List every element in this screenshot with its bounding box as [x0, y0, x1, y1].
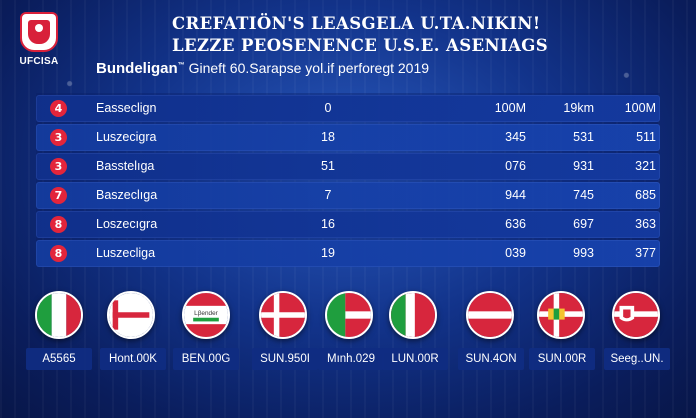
table-cell: 51	[321, 159, 335, 173]
flag-label: BEN.00G	[173, 348, 239, 370]
table-cell: 363	[635, 217, 656, 231]
table-cell: 100M	[624, 101, 656, 115]
table-cell: 0	[324, 101, 332, 115]
table-row[interactable]: 8 Loszecıgra 16 636 697 363	[36, 211, 660, 238]
page-title-line-2: LEZZE PEOSENENCE U.S.E. ASENIAGS	[172, 36, 549, 55]
table-row[interactable]: 7 Baszeclıga 7 944 745 685	[36, 182, 660, 209]
red-green-white-flag-icon[interactable]	[325, 291, 373, 339]
table-cell: 697	[573, 217, 594, 231]
subtitle: Bundeligan™ Gineft 60.Sarapse yol.if per…	[96, 60, 429, 77]
team-name: Loszecıgra	[96, 217, 158, 231]
team-name: Baszeclıga	[96, 188, 158, 202]
table-row[interactable]: 8 Luszecliga 19 039 993 377	[36, 240, 660, 267]
team-name: Basstelıga	[96, 159, 155, 173]
flag-label: Hont.00K	[100, 348, 166, 370]
table-cell: 345	[505, 130, 526, 144]
table-cell: 745	[573, 188, 594, 202]
denmark-flag-icon[interactable]	[259, 291, 307, 339]
table-cell: 7	[324, 188, 332, 202]
flag-label: SUN.00R	[529, 348, 595, 370]
flag-text: Lβender	[194, 310, 218, 317]
team-name: Luszecigra	[96, 130, 157, 144]
table-cell: 19	[321, 246, 335, 260]
league-logo[interactable]: UFCISA	[14, 12, 64, 70]
table-cell: 685	[635, 188, 656, 202]
table-cell: 100M	[494, 101, 526, 115]
green-white-red-flag-icon[interactable]	[389, 291, 437, 339]
rank-badge: 3	[50, 158, 67, 175]
table-row[interactable]: 4 Easseclign 0 100M 19km 100M	[36, 95, 660, 122]
flag-label: SUN.950I	[252, 348, 318, 370]
italy-flag-icon[interactable]	[35, 291, 83, 339]
table-row[interactable]: 3 Luszecigra 18 345 531 511	[36, 124, 660, 151]
table-cell: 16	[321, 217, 335, 231]
table-row[interactable]: 3 Basstelıga 51 076 931 321	[36, 153, 660, 180]
shield-crest-icon	[20, 12, 58, 52]
table-cell: 636	[505, 217, 526, 231]
table-cell: 944	[505, 188, 526, 202]
team-name: Easseclign	[96, 101, 157, 115]
table-cell: 377	[635, 246, 656, 260]
table-cell: 511	[636, 130, 656, 144]
standings-table: 4 Easseclign 0 100M 19km 100M 3 Luszecig…	[36, 93, 660, 267]
rank-badge: 8	[50, 216, 67, 233]
red-white-flag-icon[interactable]: Lβender	[182, 291, 230, 339]
subtitle-text: Gineft 60.Sarapse yol.if perforegt 2019	[188, 60, 430, 76]
red-crest-flag-icon[interactable]	[612, 291, 660, 339]
brand-name: Bundeligan™	[96, 60, 185, 77]
red-white-stripe-flag-icon[interactable]	[466, 291, 514, 339]
rank-badge: 4	[50, 100, 67, 117]
rank-badge: 7	[50, 187, 67, 204]
flag-label: A5565	[26, 348, 92, 370]
red-cross-emblem-flag-icon[interactable]	[537, 291, 585, 339]
table-cell: 321	[635, 159, 656, 173]
rank-badge: 3	[50, 129, 67, 146]
table-cell: 18	[321, 130, 335, 144]
flag-label: SUN.4ON	[458, 348, 524, 370]
table-cell: 931	[573, 159, 594, 173]
table-cell: 531	[573, 130, 594, 144]
flag-label: Mınh.029	[318, 348, 384, 370]
table-cell: 19km	[563, 101, 594, 115]
table-cell: 993	[573, 246, 594, 260]
rank-badge: 8	[50, 245, 67, 262]
page-title-line-1: CREFATIÖN'S LEASGELA U.TA.NIKIN!	[172, 14, 541, 33]
flag-label: LUN.00R	[382, 348, 448, 370]
logo-text: UFCISA	[19, 56, 59, 67]
red-white-cross-flag-icon[interactable]	[107, 291, 155, 339]
table-cell: 039	[505, 246, 526, 260]
team-name: Luszecliga	[96, 246, 156, 260]
table-cell: 076	[505, 159, 526, 173]
flag-label: Seeg..UN.	[604, 348, 670, 370]
